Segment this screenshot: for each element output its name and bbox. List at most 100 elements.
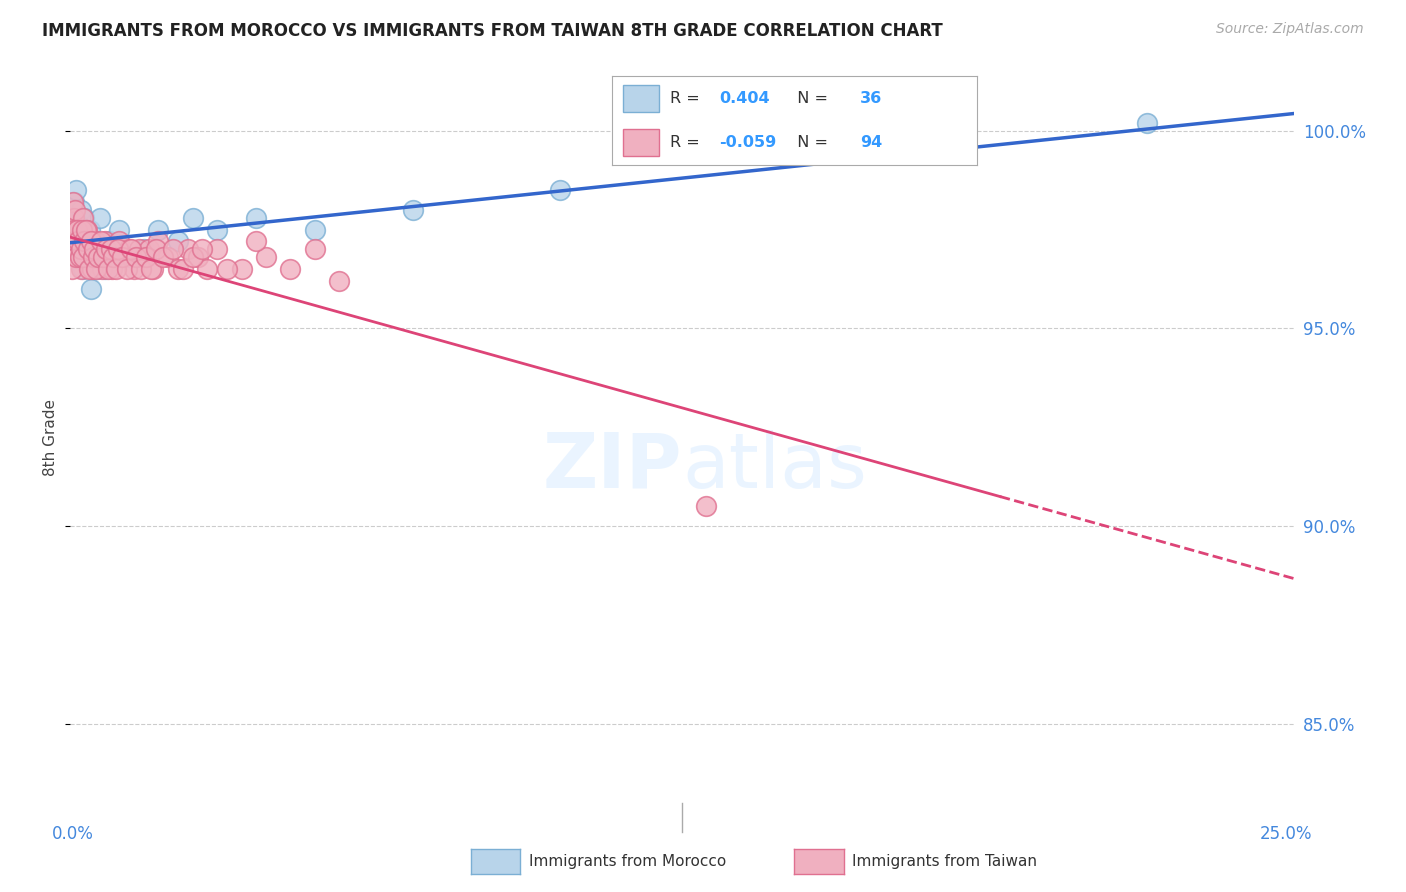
Point — [75, 222, 97, 236]
Point — [122, 262, 145, 277]
Point — [148, 222, 170, 236]
Point — [86, 262, 108, 277]
Point — [75, 250, 97, 264]
Point — [80, 235, 103, 249]
Point — [62, 194, 84, 209]
Point — [128, 242, 150, 256]
Point — [104, 262, 127, 277]
Point — [162, 242, 184, 256]
Point — [69, 242, 91, 256]
Point — [152, 250, 174, 264]
Point — [66, 250, 89, 264]
Text: 25.0%: 25.0% — [1260, 825, 1313, 843]
Text: R =: R = — [671, 91, 704, 105]
Point — [62, 211, 84, 225]
Point — [70, 222, 93, 236]
Point — [66, 235, 89, 249]
Point — [205, 222, 228, 236]
Point — [82, 242, 104, 256]
Point — [82, 262, 104, 277]
Point — [96, 250, 118, 264]
Point — [254, 250, 277, 264]
Point — [132, 250, 155, 264]
Point — [125, 250, 148, 264]
Point — [70, 202, 93, 217]
Point — [66, 222, 89, 236]
Point — [65, 222, 87, 236]
Point — [69, 250, 91, 264]
Point — [195, 262, 218, 277]
Point — [167, 235, 190, 249]
Point — [245, 235, 267, 249]
Point — [63, 194, 86, 209]
Point — [77, 242, 100, 256]
Text: ZIP: ZIP — [543, 430, 682, 504]
Point — [90, 235, 112, 249]
Point — [181, 211, 204, 225]
Point — [67, 250, 90, 264]
Point — [83, 235, 105, 249]
Point — [73, 211, 96, 225]
Point — [177, 242, 200, 256]
Point — [172, 262, 194, 277]
Bar — [623, 129, 659, 156]
Point — [77, 242, 100, 256]
Point — [93, 262, 115, 277]
Point — [167, 262, 190, 277]
Point — [67, 235, 90, 249]
Point — [132, 242, 155, 256]
Point — [79, 262, 101, 277]
Point — [83, 242, 105, 256]
Point — [67, 222, 90, 236]
Point — [215, 262, 238, 277]
Point — [145, 242, 167, 256]
Point — [60, 262, 83, 277]
Point — [1136, 116, 1159, 130]
Point — [103, 250, 125, 264]
Text: Source: ZipAtlas.com: Source: ZipAtlas.com — [1216, 22, 1364, 37]
Point — [80, 235, 103, 249]
Point — [129, 262, 152, 277]
Text: IMMIGRANTS FROM MOROCCO VS IMMIGRANTS FROM TAIWAN 8TH GRADE CORRELATION CHART: IMMIGRANTS FROM MOROCCO VS IMMIGRANTS FR… — [42, 22, 943, 40]
Point — [73, 235, 96, 249]
Point — [91, 250, 114, 264]
Text: 0.404: 0.404 — [720, 91, 770, 105]
Text: Immigrants from Morocco: Immigrants from Morocco — [529, 855, 725, 869]
Text: 0.0%: 0.0% — [52, 825, 94, 843]
Point — [65, 183, 87, 197]
Point — [111, 250, 134, 264]
Point — [304, 222, 326, 236]
Point — [73, 242, 96, 256]
Point — [76, 222, 98, 236]
Point — [245, 211, 267, 225]
Text: R =: R = — [671, 136, 704, 150]
Point — [118, 242, 141, 256]
Point — [108, 235, 131, 249]
Point — [231, 262, 253, 277]
Point — [63, 211, 86, 225]
Point — [60, 222, 83, 236]
Point — [103, 250, 125, 264]
Point — [91, 242, 114, 256]
Text: N =: N = — [787, 136, 834, 150]
Point — [103, 250, 125, 264]
Point — [82, 250, 104, 264]
Point — [121, 242, 143, 256]
Point — [83, 235, 105, 249]
Point — [87, 250, 110, 264]
Text: 36: 36 — [860, 91, 883, 105]
Point — [98, 242, 121, 256]
Point — [115, 262, 138, 277]
Text: atlas: atlas — [682, 430, 866, 504]
Point — [328, 274, 350, 288]
Point — [89, 242, 111, 256]
Point — [63, 235, 86, 249]
Point — [112, 250, 135, 264]
Point — [105, 242, 128, 256]
Point — [191, 242, 214, 256]
Point — [63, 202, 86, 217]
Point — [66, 235, 89, 249]
Point — [205, 242, 228, 256]
Point — [107, 242, 129, 256]
Point — [108, 222, 131, 236]
